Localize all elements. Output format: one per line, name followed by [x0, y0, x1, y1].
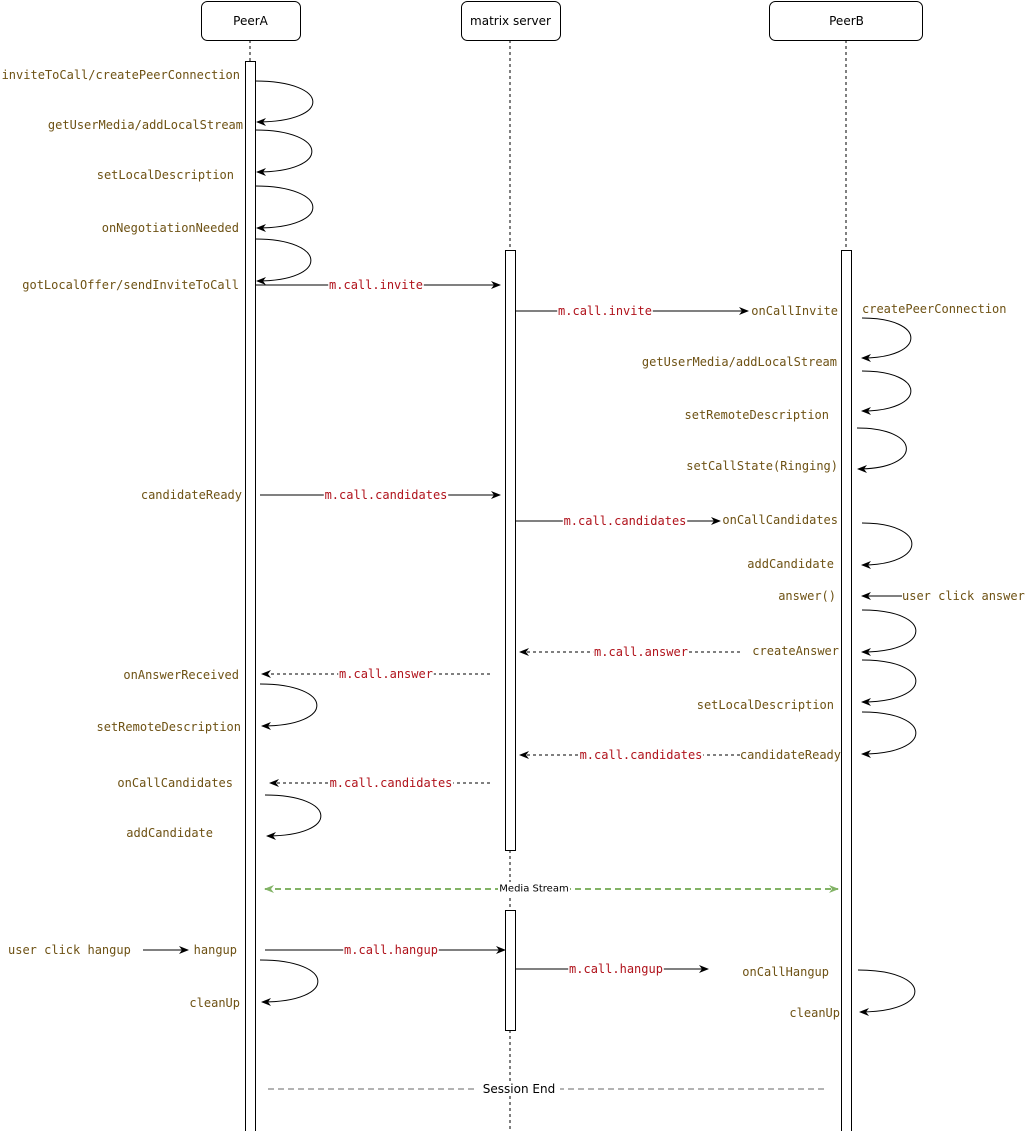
self-call-arrow: [857, 969, 916, 1016]
participant-box-server: [461, 1, 561, 41]
label-background: [578, 748, 704, 762]
peerB-label: user click answer: [902, 589, 1025, 603]
participant-label: matrix server: [470, 14, 551, 28]
self-call-arrow: [861, 659, 917, 706]
message-label: m.call.candidates: [564, 514, 687, 528]
peerA-label: cleanUp: [189, 996, 240, 1010]
peerA-label: onNegotiationNeeded: [102, 221, 239, 235]
message-label: m.call.answer: [594, 645, 688, 659]
peerB-label: cleanUp: [789, 1006, 840, 1020]
peerB-label: setRemoteDescription: [685, 408, 830, 422]
peerA-label: onCallCandidates: [117, 776, 233, 790]
self-call-arrow: [861, 317, 912, 362]
label-background: [328, 278, 424, 292]
label-background: [498, 882, 570, 896]
self-call-arrow: [254, 80, 314, 126]
peerA-label: setLocalDescription: [97, 168, 234, 182]
peerB-label: onCallInvite: [751, 304, 838, 318]
peerB-label: createAnswer: [752, 644, 839, 658]
participant-label: PeerA: [233, 14, 269, 28]
peerA-label: gotLocalOffer/sendInviteToCall: [22, 278, 239, 292]
label-background: [562, 514, 688, 528]
label-background: [328, 776, 454, 790]
peerA-label: hangup: [194, 943, 237, 957]
message-label: m.call.hangup: [569, 962, 663, 976]
activation-bar: [505, 910, 516, 1031]
peerA-label: getUserMedia/addLocalStream: [48, 118, 243, 132]
label-background: [338, 667, 434, 681]
message-label: m.call.invite: [329, 278, 423, 292]
peerB-label: onCallCandidates: [722, 513, 838, 527]
peerA-label: addCandidate: [126, 826, 213, 840]
self-call-arrow: [254, 129, 313, 176]
peerB-label: addCandidate: [747, 557, 834, 571]
activation-bar: [245, 61, 256, 1131]
peerB-label: answer(): [778, 589, 836, 603]
label-background: [323, 488, 449, 502]
self-call-arrow: [254, 185, 314, 232]
session-end-label: Session End: [483, 1082, 555, 1096]
self-call-arrow: [264, 794, 322, 840]
label-background: [478, 1082, 560, 1096]
message-label: m.call.candidates: [580, 748, 703, 762]
self-call-arrow: [856, 427, 907, 473]
peerA-label: inviteToCall/createPeerConnection: [2, 68, 240, 82]
peerA-label: candidateReady: [141, 488, 242, 502]
message-label: m.call.invite: [558, 304, 652, 318]
self-call-arrow: [259, 959, 319, 1006]
self-call-arrow: [259, 683, 318, 730]
peerB-label: setLocalDescription: [697, 698, 834, 712]
message-label: m.call.candidates: [330, 776, 453, 790]
message-label: m.call.hangup: [344, 943, 438, 957]
media-stream-label: Media Stream: [499, 884, 568, 895]
self-call-arrow: [861, 711, 917, 758]
participant-box-peerA: [201, 1, 301, 41]
message-label: m.call.answer: [339, 667, 433, 681]
peerB-label: getUserMedia/addLocalStream: [642, 355, 837, 369]
peerA-label: onAnswerReceived: [123, 668, 239, 682]
peerA-label: setRemoteDescription: [97, 720, 242, 734]
self-call-arrow: [861, 609, 917, 656]
message-label: m.call.candidates: [325, 488, 448, 502]
peerB-label: onCallHangup: [742, 965, 829, 979]
label-background: [557, 304, 653, 318]
participant-box-peerB: [769, 1, 923, 41]
self-call-arrow: [861, 522, 913, 569]
activation-bar: [505, 250, 516, 851]
label-background: [568, 962, 664, 976]
self-call-arrow: [254, 238, 312, 285]
peerB-label: createPeerConnection: [862, 302, 1007, 316]
label-background: [593, 645, 689, 659]
peerB-label: setCallState(Ringing): [686, 459, 838, 473]
participant-label: PeerB: [829, 14, 864, 28]
label-background: [343, 943, 439, 957]
peerA-label: user click hangup: [8, 943, 131, 957]
self-call-arrow: [861, 370, 912, 415]
activation-bar: [841, 250, 852, 1131]
peerB-label: candidateReady: [740, 748, 841, 762]
